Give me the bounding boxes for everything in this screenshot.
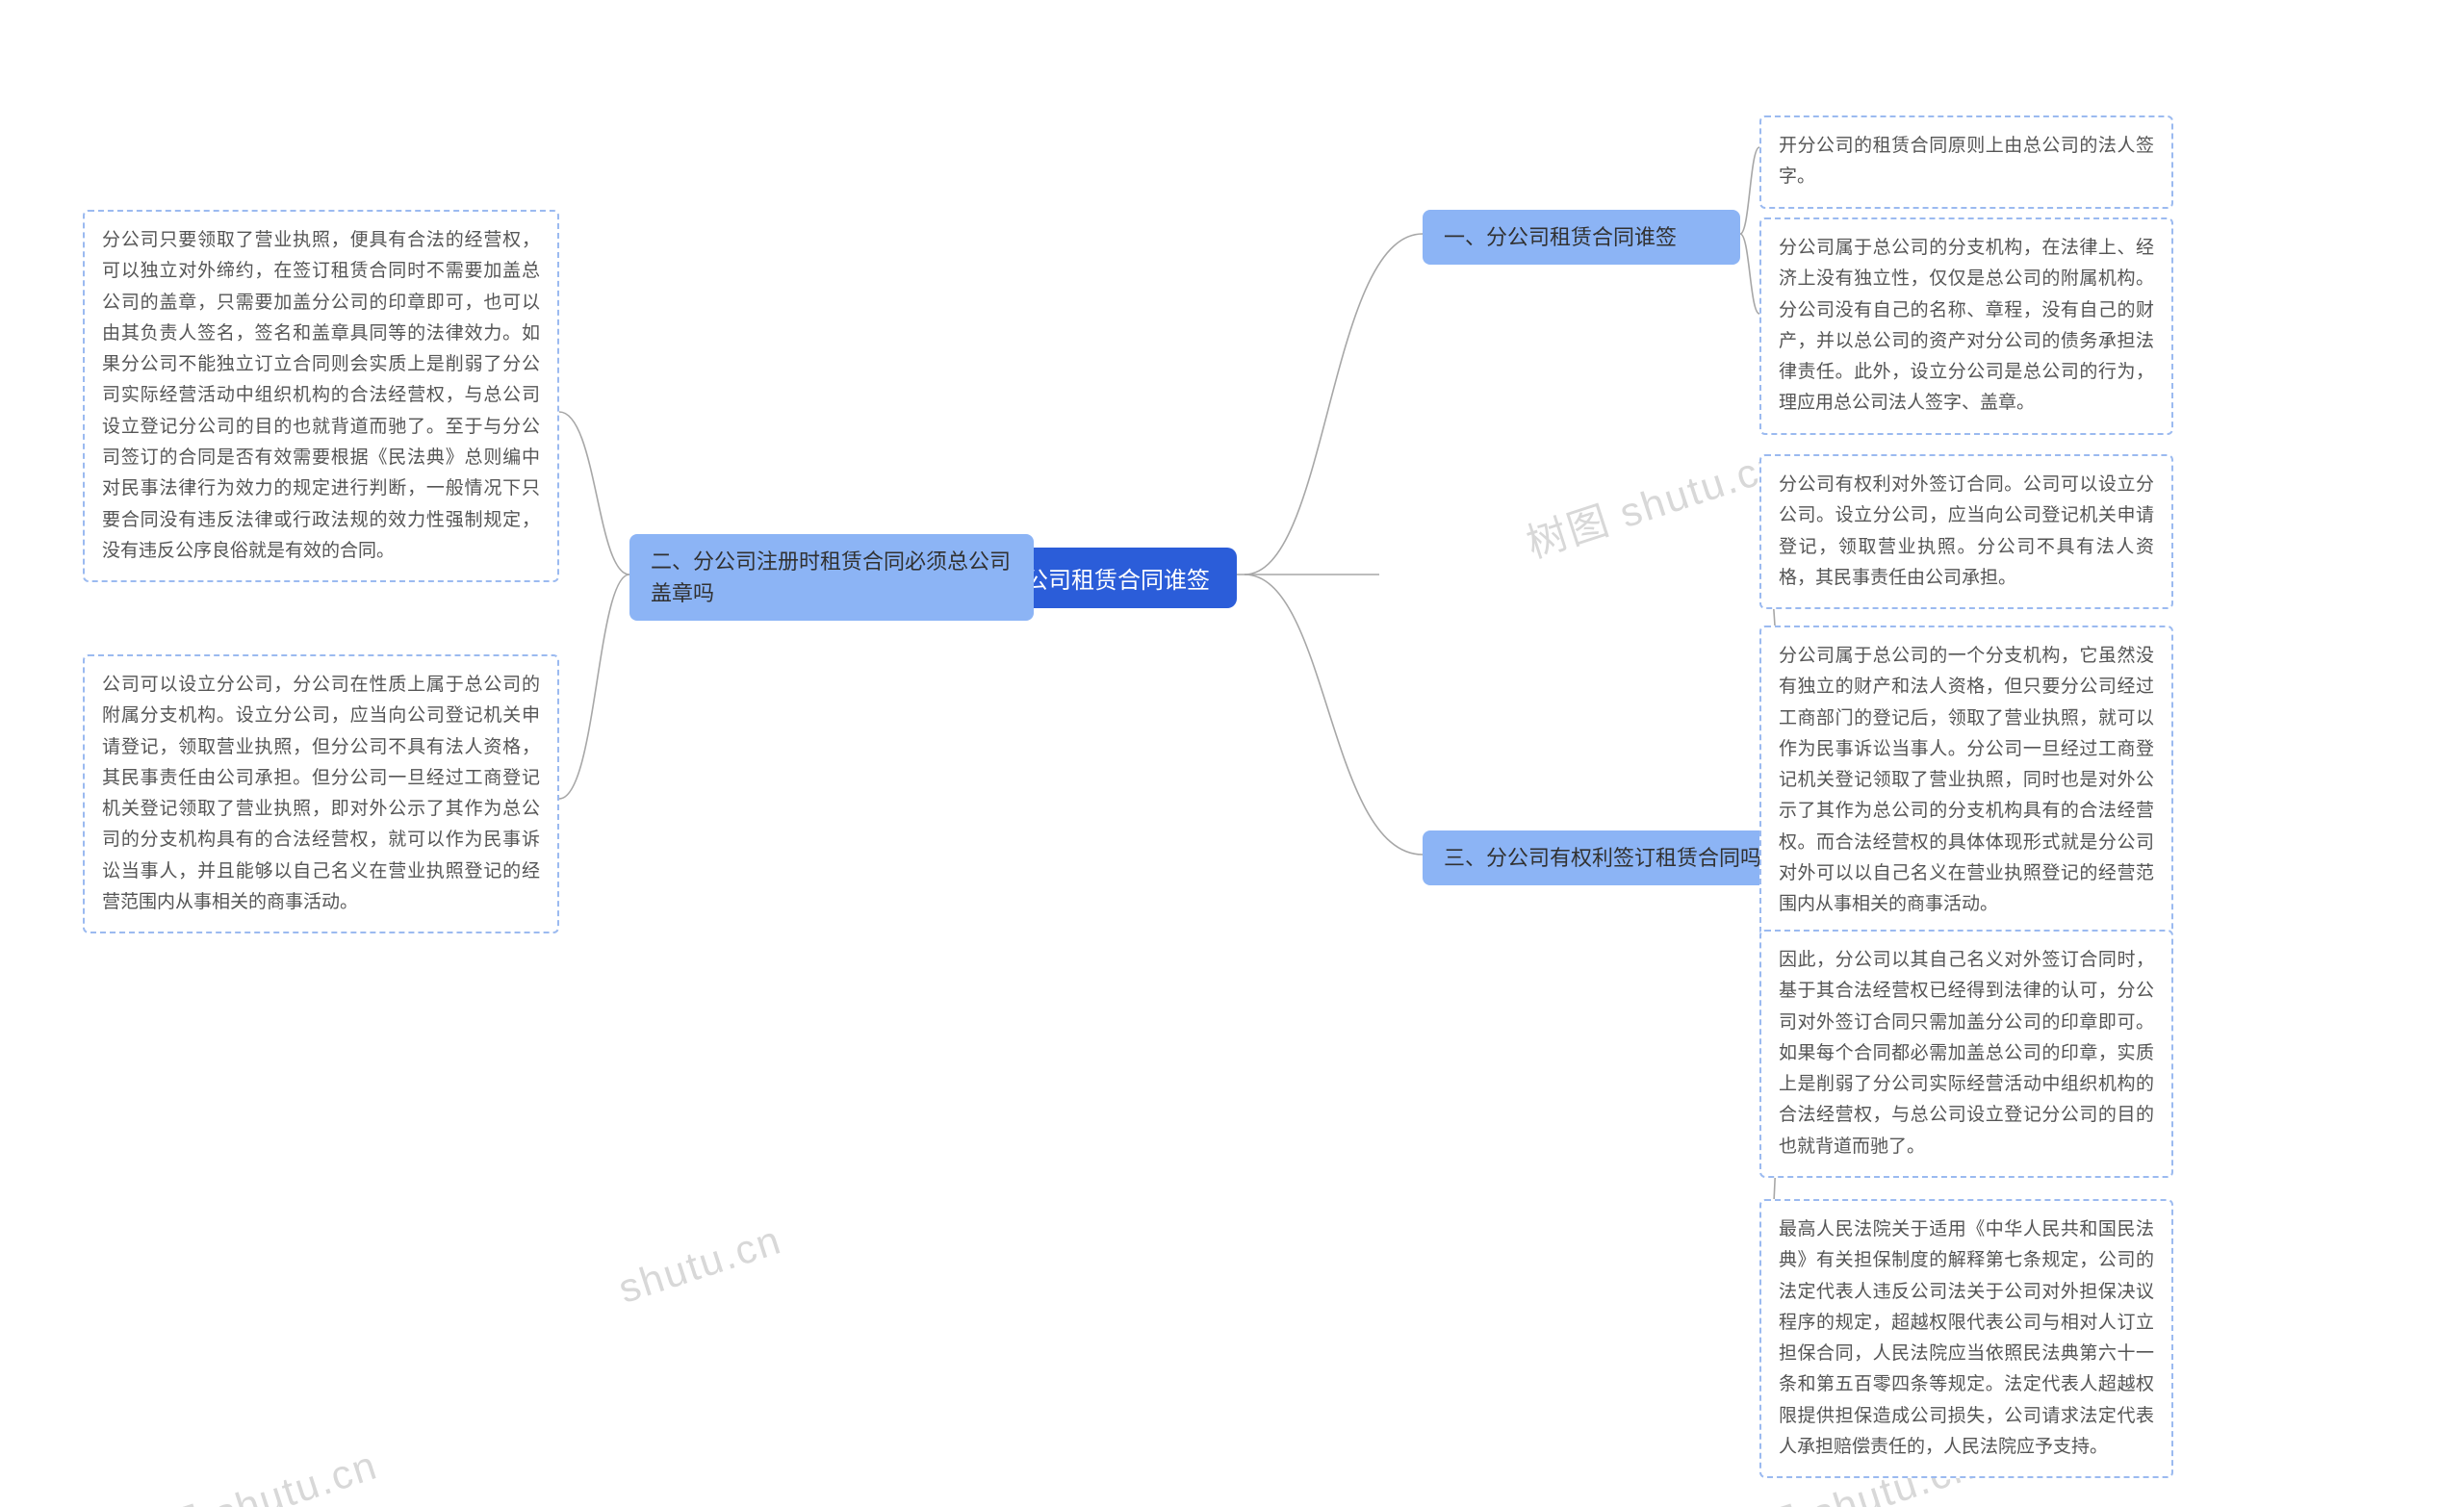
branch-1[interactable]: 一、分公司租赁合同谁签 bbox=[1423, 210, 1740, 265]
branch-2[interactable]: 二、分公司注册时租赁合同必须总公司盖章吗 bbox=[629, 534, 1034, 621]
watermark: 树图 shutu.cn bbox=[1518, 432, 1789, 570]
branch-3[interactable]: 三、分公司有权利签订租赁合同吗 bbox=[1423, 830, 1798, 885]
leaf-b2-2: 公司可以设立分公司，分公司在性质上属于总公司的附属分支机构。设立分公司，应当向公… bbox=[83, 654, 559, 933]
leaf-b1-2: 分公司属于总公司的分支机构，在法律上、经济上没有独立性，仅仅是总公司的附属机构。… bbox=[1759, 217, 2173, 435]
watermark: 树图 shutu.cn bbox=[113, 1433, 384, 1507]
leaf-b1-1: 开分公司的租赁合同原则上由总公司的法人签字。 bbox=[1759, 115, 2173, 209]
leaf-b3-2: 分公司属于总公司的一个分支机构，它虽然没有独立的财产和法人资格，但只要分公司经过… bbox=[1759, 626, 2173, 936]
leaf-b3-3: 因此，分公司以其自己名义对外签订合同时，基于其合法经营权已经得到法律的认可，分公… bbox=[1759, 930, 2173, 1178]
leaf-b2-1: 分公司只要领取了营业执照，便具有合法的经营权，可以独立对外缔约，在签订租赁合同时… bbox=[83, 210, 559, 582]
watermark: shutu.cn bbox=[613, 1216, 787, 1313]
leaf-b3-4: 最高人民法院关于适用《中华人民共和国民法典》有关担保制度的解释第七条规定，公司的… bbox=[1759, 1199, 2173, 1478]
leaf-b3-1: 分公司有权利对外签订合同。公司可以设立分公司。设立分公司，应当向公司登记机关申请… bbox=[1759, 454, 2173, 609]
